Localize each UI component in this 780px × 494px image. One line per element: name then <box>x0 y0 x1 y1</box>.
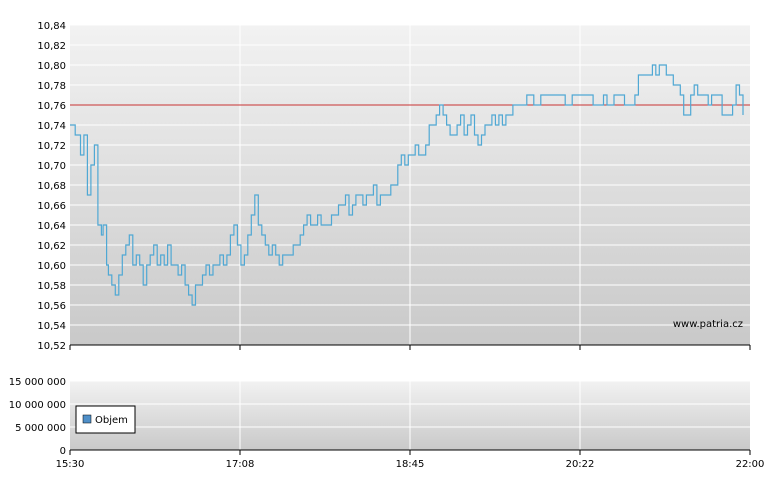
price-y-tick-label: 10,60 <box>37 261 66 272</box>
price-y-tick-labels: 10,52 10,54 10,56 10,58 10,60 10,62 10,64 10,66… <box>37 21 66 352</box>
watermark: www.patria.cz <box>673 319 743 330</box>
price-panel: 10,52 10,54 10,56 10,58 10,60 10,62 10,64 10,66… <box>37 21 751 352</box>
price-y-tick-label: 10,72 <box>37 141 66 152</box>
volume-legend: Objem <box>75 405 136 434</box>
price-y-tick-label: 10,62 <box>37 241 66 252</box>
price-series-group <box>70 64 744 306</box>
x-tick-label: 15:30 <box>56 459 85 470</box>
price-y-tick-label: 10,78 <box>37 81 66 92</box>
price-y-tick-label: 10,82 <box>37 41 66 52</box>
volume-y-tick-label: 5 000 000 <box>15 423 66 434</box>
price-y-tick-label: 10,58 <box>37 281 66 292</box>
price-y-tick-label: 10,56 <box>37 301 66 312</box>
price-y-tick-label: 10,64 <box>37 221 66 232</box>
price-y-tick-label: 10,54 <box>37 321 66 332</box>
price-y-tick-label: 10,80 <box>37 61 66 72</box>
price-y-tick-label: 10,68 <box>37 181 66 192</box>
legend-swatch <box>82 414 92 424</box>
price-y-tick-label: 10,74 <box>37 121 66 132</box>
price-y-tick-label: 10,84 <box>37 21 66 32</box>
x-tick-label: 22:00 <box>736 459 765 470</box>
volume-y-tick-labels: 0 5 000 000 10 000 000 15 000 000 <box>9 377 66 457</box>
price-line <box>70 64 744 306</box>
volume-y-tick-label: 15 000 000 <box>9 377 66 388</box>
volume-grid <box>70 380 750 450</box>
x-tick-label: 17:08 <box>226 459 255 470</box>
price-grid <box>70 24 750 345</box>
x-tick-label: 20:22 <box>566 459 595 470</box>
legend-label: Objem <box>95 415 128 426</box>
price-y-tick-label: 10,66 <box>37 201 66 212</box>
price-y-tick-label: 10,70 <box>37 161 66 172</box>
volume-y-tick-label: 10 000 000 <box>9 400 66 411</box>
price-x-tick-marks <box>69 345 751 350</box>
volume-panel: 0 5 000 000 10 000 000 15 000 000 15:30 17:0… <box>9 377 765 470</box>
volume-y-tick-label: 0 <box>60 446 66 457</box>
x-tick-label: 18:45 <box>396 459 425 470</box>
price-y-tick-label: 10,76 <box>37 101 66 112</box>
volume-x-tick-labels: 15:30 17:08 18:45 20:22 22:00 <box>56 450 765 470</box>
price-y-tick-label: 10,52 <box>37 341 66 352</box>
